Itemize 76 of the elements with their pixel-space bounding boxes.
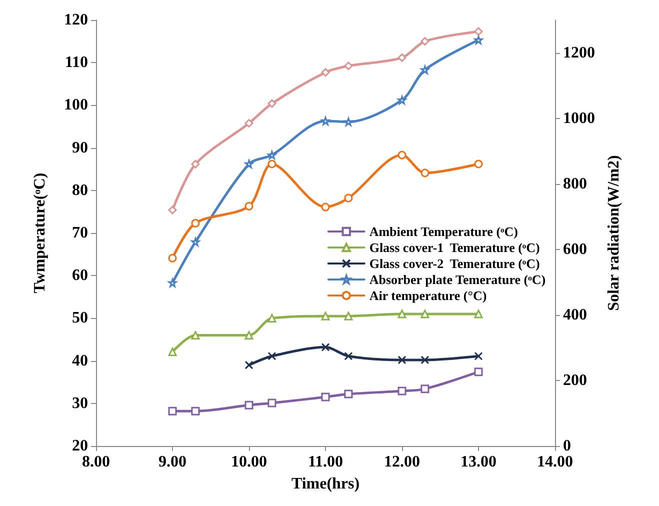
point xyxy=(244,360,254,370)
point xyxy=(398,310,406,318)
point xyxy=(398,150,406,160)
y-tick-label: 60 xyxy=(72,267,88,284)
point xyxy=(420,384,430,394)
point xyxy=(321,202,330,212)
y-tick-label: 50 xyxy=(72,310,88,327)
legend-label: Glass cover-1 Temerature (ᵒC) xyxy=(369,240,540,255)
point xyxy=(321,68,330,77)
point xyxy=(344,194,353,202)
point xyxy=(344,62,353,70)
point xyxy=(191,160,200,168)
y-tick-label: 20 xyxy=(72,438,88,454)
y2-tick-label: 600 xyxy=(563,240,587,258)
point xyxy=(398,386,406,396)
y2-tick-label: 0 xyxy=(563,438,571,454)
legend-label: Ambient Temperature (ᵒC) xyxy=(369,224,518,239)
point xyxy=(344,390,353,398)
point xyxy=(474,310,483,318)
y-tick-label: 100 xyxy=(64,96,88,114)
point xyxy=(168,348,177,356)
point xyxy=(244,400,254,410)
point xyxy=(191,406,200,416)
point xyxy=(268,314,276,322)
point xyxy=(420,310,430,318)
x-tick-label: 10.00 xyxy=(231,454,267,470)
point xyxy=(474,352,483,360)
legend-label: Air temperature (°C) xyxy=(369,288,487,303)
point xyxy=(474,368,483,376)
point xyxy=(268,160,276,168)
y2-tick-label: 200 xyxy=(563,372,587,389)
y-tick-label: 120 xyxy=(64,12,88,28)
y2-tick-label: 1200 xyxy=(563,44,595,62)
point xyxy=(268,99,276,108)
y-axis-title: Twmperature(ᵒC) xyxy=(32,172,48,294)
x-tick-label: 14.00 xyxy=(537,454,573,470)
y-tick-label: 80 xyxy=(72,182,88,199)
y2-axis-title: Solar radiation(W/m2) xyxy=(605,155,622,311)
x-tick-label: 12.00 xyxy=(384,454,420,470)
legend-label: Absorber plate Temerature (ᵒC) xyxy=(369,272,546,287)
y-tick-label: 90 xyxy=(72,139,88,156)
point xyxy=(474,160,483,168)
point xyxy=(168,254,177,262)
point xyxy=(191,218,200,228)
x-tick-label: 11.00 xyxy=(308,454,344,470)
point xyxy=(474,27,483,36)
point xyxy=(168,406,177,416)
point xyxy=(398,53,406,62)
point xyxy=(398,356,406,364)
point xyxy=(268,352,276,360)
x-tick-label: 13.00 xyxy=(460,454,496,470)
y-tick-label: 40 xyxy=(72,352,88,370)
y-tick-label: 110 xyxy=(64,54,88,72)
point xyxy=(268,398,276,408)
point xyxy=(321,312,330,320)
point xyxy=(321,342,330,352)
point xyxy=(168,206,177,214)
point xyxy=(420,356,430,364)
point xyxy=(244,330,254,340)
point xyxy=(321,392,330,402)
y2-tick-label: 1000 xyxy=(563,110,595,127)
x-tick-label: 9.00 xyxy=(158,454,186,470)
point xyxy=(344,352,353,360)
y2-tick-label: 400 xyxy=(563,306,587,324)
point xyxy=(244,202,254,210)
point xyxy=(344,312,353,320)
point xyxy=(191,330,200,340)
x-tick-label: 8.00 xyxy=(82,454,110,470)
legend-label: Glass cover-2 Temerature (ᵒC) xyxy=(369,256,540,271)
x-axis-title: Time(hrs) xyxy=(291,476,360,492)
y-tick-label: 30 xyxy=(72,394,88,412)
y2-tick-label: 800 xyxy=(563,175,587,192)
point xyxy=(420,168,430,178)
point xyxy=(244,118,254,128)
y-tick-label: 70 xyxy=(72,224,88,242)
point xyxy=(420,37,430,46)
